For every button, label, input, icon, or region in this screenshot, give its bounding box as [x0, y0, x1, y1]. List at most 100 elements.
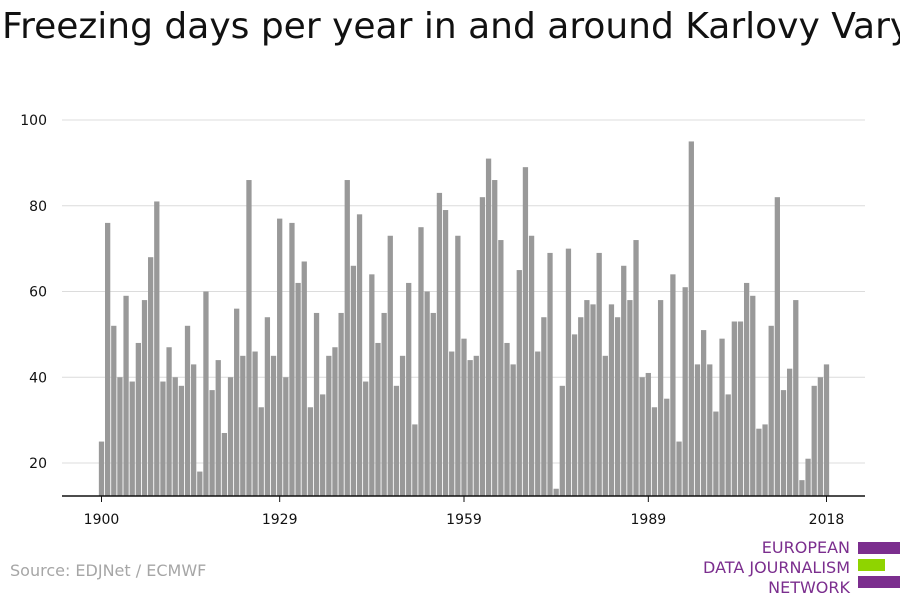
bar-1922: [234, 308, 240, 496]
bar-1999: [707, 364, 713, 496]
bar-1903: [117, 377, 123, 496]
bar-1913: [178, 385, 185, 496]
bar-1902: [111, 325, 117, 496]
bar-1934: [307, 407, 314, 496]
bar-1942: [356, 214, 363, 496]
bar-2003: [731, 321, 737, 496]
bar-chart: 20 40 60 80 100 1900 1929 1959 1989 2018: [20, 113, 865, 528]
bar-1978: [578, 317, 584, 496]
bar-1906: [135, 342, 141, 496]
bar-2000: [713, 411, 719, 496]
bar-2002: [725, 394, 731, 496]
bar-1960: [467, 360, 473, 496]
bar-1995: [682, 287, 688, 496]
bar-2006: [750, 295, 756, 496]
bar-2001: [719, 338, 725, 496]
bar-1965: [498, 240, 504, 496]
logo-bar-green: [858, 559, 885, 571]
bar-1984: [614, 317, 621, 496]
bar-1940: [344, 180, 350, 496]
bar-1973: [547, 252, 553, 496]
bar-1959: [461, 338, 467, 496]
bar-2013: [793, 300, 799, 496]
x-tick-label: 2018: [809, 512, 845, 528]
bar-1996: [688, 141, 694, 496]
bar-1912: [172, 377, 178, 496]
bar-2018: [823, 364, 830, 496]
bar-1945: [375, 342, 381, 496]
bar-2007: [756, 428, 762, 496]
bar-1971: [535, 351, 541, 496]
bar-1994: [676, 441, 682, 496]
bar-1949: [399, 355, 406, 496]
bar-1993: [670, 274, 676, 496]
bar-1953: [424, 291, 430, 496]
y-axis-ticks: 20 40 60 80 100: [20, 113, 47, 472]
bar-1956: [442, 210, 449, 497]
bar-1932: [295, 282, 301, 496]
bar-1957: [449, 351, 455, 496]
bar-1950: [406, 282, 412, 496]
bar-1944: [369, 274, 375, 496]
bar-2005: [743, 282, 750, 496]
bar-1947: [387, 235, 393, 496]
chart-title: Freezing days per year in and around Kar…: [2, 6, 900, 47]
x-tick-label: 1929: [262, 512, 298, 528]
bar-1921: [227, 377, 234, 496]
x-tick-label: 1900: [84, 512, 120, 528]
bar-1988: [639, 377, 645, 496]
bar-1979: [584, 300, 590, 496]
x-tick-label: 1959: [446, 512, 482, 528]
bar-1900: [98, 441, 105, 496]
bar-1997: [694, 364, 701, 496]
bar-1916: [197, 471, 203, 496]
logo-bar-purple-top: [858, 542, 900, 554]
source-note: Source: EDJNet / ECMWF: [10, 561, 207, 580]
bar-1981: [596, 252, 602, 496]
bar-1946: [381, 312, 387, 496]
bar-1991: [657, 300, 664, 496]
bar-1954: [430, 312, 436, 496]
y-tick-label: 40: [29, 370, 47, 386]
y-tick-label: 20: [29, 456, 47, 472]
bar-1968: [516, 270, 522, 496]
bar-1905: [129, 381, 135, 496]
bar-1972: [541, 317, 547, 496]
bar-2014: [799, 480, 805, 496]
bar-1924: [246, 180, 252, 496]
logo-line-1: EUROPEAN: [761, 538, 850, 557]
y-tick-label: 60: [29, 285, 47, 301]
bar-2011: [780, 390, 787, 496]
bar-1943: [363, 381, 369, 496]
bar-1941: [350, 265, 357, 496]
logo-line-3: NETWORK: [768, 578, 850, 597]
bar-1936: [320, 394, 326, 496]
bar-2004: [737, 321, 744, 496]
bar-1998: [700, 330, 707, 496]
bar-1929: [277, 218, 283, 497]
bar-1927: [264, 317, 271, 496]
bar-1983: [608, 304, 615, 496]
bar-1980: [590, 304, 596, 496]
bar-1937: [326, 355, 332, 496]
y-tick-label: 100: [20, 113, 47, 129]
logo-line-2: DATA JOURNALISM: [703, 558, 850, 577]
bar-2016: [811, 385, 817, 496]
bar-1915: [191, 364, 197, 496]
bars: [98, 141, 830, 497]
bar-1951: [412, 424, 418, 496]
bar-1977: [571, 334, 578, 497]
bar-1990: [651, 407, 658, 496]
bar-1958: [455, 235, 461, 496]
y-tick-label: 80: [29, 199, 47, 215]
bar-1967: [510, 364, 516, 496]
bar-1918: [209, 390, 215, 496]
bar-1962: [479, 197, 486, 496]
bar-2012: [786, 368, 793, 496]
bar-1987: [633, 240, 639, 496]
edjnet-logo[interactable]: EUROPEAN DATA JOURNALISM NETWORK: [700, 538, 900, 598]
bar-1926: [258, 407, 264, 496]
bar-1928: [270, 355, 277, 496]
bar-1948: [393, 385, 400, 496]
bar-1919: [215, 360, 221, 496]
